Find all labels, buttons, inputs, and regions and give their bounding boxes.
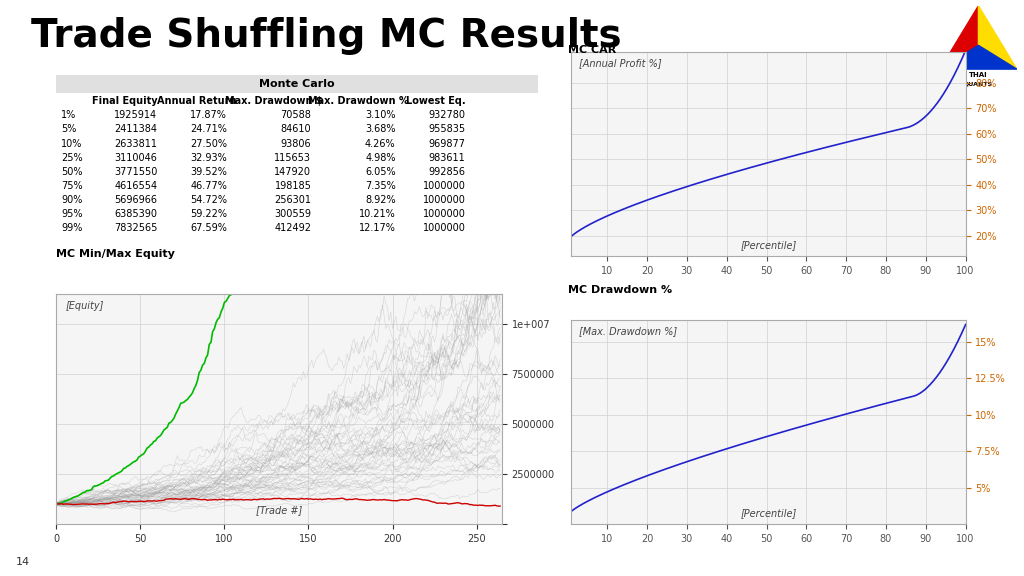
Text: Max. Drawdown %: Max. Drawdown % [308,96,409,106]
Text: 54.72%: 54.72% [190,195,227,205]
Polygon shape [979,6,1017,69]
Text: 1000000: 1000000 [423,223,466,233]
Text: [Trade #]: [Trade #] [256,505,302,515]
Text: 955835: 955835 [428,124,466,134]
Text: 412492: 412492 [274,223,311,233]
Text: Max. Drawdown $: Max. Drawdown $ [225,96,323,106]
Text: [Percentile]: [Percentile] [740,240,797,250]
Text: 1%: 1% [61,111,77,120]
Text: 4.98%: 4.98% [366,153,395,162]
Text: 3110046: 3110046 [115,153,158,162]
Text: 3.68%: 3.68% [366,124,395,134]
Text: 99%: 99% [61,223,83,233]
Text: 3.10%: 3.10% [366,111,395,120]
Text: 17.87%: 17.87% [190,111,227,120]
Text: 992856: 992856 [428,166,466,177]
Text: 932780: 932780 [428,111,466,120]
Polygon shape [940,46,1017,69]
Text: 4616554: 4616554 [115,181,158,191]
Text: 1925914: 1925914 [115,111,158,120]
Text: 969877: 969877 [428,138,466,149]
Text: Monte Carlo: Monte Carlo [259,79,335,89]
Text: 12.17%: 12.17% [358,223,395,233]
Text: 10.21%: 10.21% [358,209,395,219]
Text: 75%: 75% [61,181,83,191]
Text: 7.35%: 7.35% [365,181,395,191]
Text: 5%: 5% [61,124,77,134]
Text: 1000000: 1000000 [423,209,466,219]
Text: 6.05%: 6.05% [365,166,395,177]
Text: 7832565: 7832565 [114,223,158,233]
Text: 4.26%: 4.26% [365,138,395,149]
Text: 6385390: 6385390 [115,209,158,219]
Text: MC Drawdown %: MC Drawdown % [568,285,673,295]
Text: 3771550: 3771550 [114,166,158,177]
Text: 115653: 115653 [274,153,311,162]
Text: 27.50%: 27.50% [190,138,227,149]
Text: 1000000: 1000000 [423,195,466,205]
Text: MC CAR: MC CAR [568,45,616,55]
Text: 67.59%: 67.59% [190,223,227,233]
Text: 8.92%: 8.92% [365,195,395,205]
Text: 256301: 256301 [274,195,311,205]
Text: 300559: 300559 [274,209,311,219]
Text: 25%: 25% [61,153,83,162]
Bar [56,75,538,93]
Text: Final Equity: Final Equity [92,96,158,106]
Text: 70588: 70588 [281,111,311,120]
Text: 2633811: 2633811 [115,138,158,149]
Text: Lowest Eq.: Lowest Eq. [406,96,465,106]
Text: 147920: 147920 [274,166,311,177]
Text: 84610: 84610 [281,124,311,134]
Text: 1000000: 1000000 [423,181,466,191]
Text: [Max. Drawdown %]: [Max. Drawdown %] [580,326,678,336]
Text: 5696966: 5696966 [115,195,158,205]
Text: [Annual Profit %]: [Annual Profit %] [580,58,662,68]
Text: 2411384: 2411384 [115,124,158,134]
Text: 39.52%: 39.52% [190,166,227,177]
Text: MC Min/Max Equity: MC Min/Max Equity [56,249,175,259]
Text: 198185: 198185 [274,181,311,191]
Text: 93806: 93806 [281,138,311,149]
Text: 983611: 983611 [429,153,466,162]
Text: 59.22%: 59.22% [190,209,227,219]
Text: 46.77%: 46.77% [190,181,227,191]
Text: QUANTS: QUANTS [964,81,993,86]
Text: 14: 14 [15,558,30,567]
Text: 32.93%: 32.93% [190,153,227,162]
Text: 50%: 50% [61,166,83,177]
Text: 10%: 10% [61,138,83,149]
Text: 90%: 90% [61,195,83,205]
Text: [Percentile]: [Percentile] [740,508,797,518]
Polygon shape [940,6,979,69]
Text: 95%: 95% [61,209,83,219]
Text: 24.71%: 24.71% [190,124,227,134]
Text: Annual Return: Annual Return [158,96,237,106]
Text: THAI: THAI [969,72,988,78]
Text: [Equity]: [Equity] [66,301,103,310]
Text: Trade Shuffling MC Results: Trade Shuffling MC Results [31,17,622,55]
